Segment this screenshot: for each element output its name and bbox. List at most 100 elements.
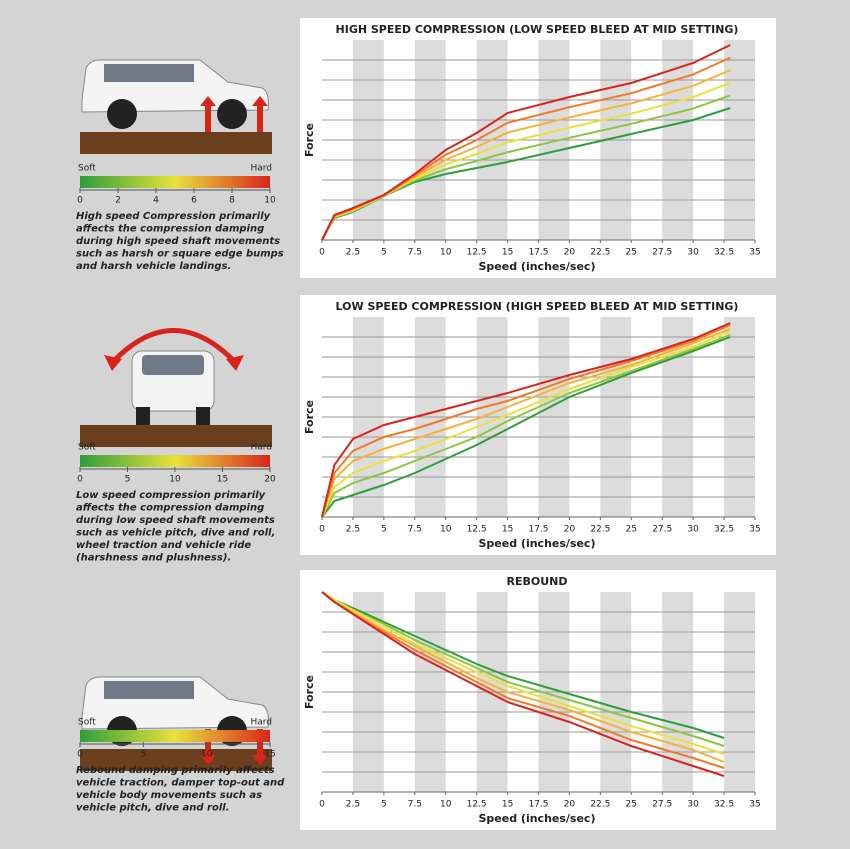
x-axis-label: Speed (inches/sec) bbox=[479, 260, 596, 273]
scale-label: 20 bbox=[264, 475, 276, 485]
description-line: (harshness and plushness). bbox=[76, 553, 231, 564]
x-tick-label: 7.5 bbox=[408, 248, 422, 258]
description-line: Low speed compression primarily bbox=[76, 490, 266, 501]
scale-label: 0 bbox=[77, 750, 83, 760]
ground bbox=[80, 132, 272, 154]
description-line: wheel traction and vehicle ride bbox=[76, 540, 251, 551]
stiffness-gradient bbox=[80, 730, 270, 742]
x-tick-label: 32.5 bbox=[714, 525, 734, 535]
data-line bbox=[321, 328, 731, 518]
scale-label: 10 bbox=[201, 750, 213, 760]
y-axis-label: Force bbox=[303, 675, 316, 709]
car-illustration bbox=[80, 59, 272, 154]
y-axis-label: Force bbox=[303, 400, 316, 434]
ground bbox=[80, 425, 272, 447]
x-tick-label: 2.5 bbox=[346, 525, 360, 535]
force-arrow bbox=[200, 729, 216, 765]
scale-label: 10 bbox=[169, 475, 181, 485]
description-line: and harsh vehicle landings. bbox=[76, 261, 231, 272]
x-tick-label: 35 bbox=[749, 525, 760, 535]
x-tick-label: 32.5 bbox=[714, 248, 734, 258]
car-illustration bbox=[80, 676, 272, 771]
wheel bbox=[136, 407, 150, 425]
x-tick-label: 5 bbox=[381, 248, 387, 258]
x-tick-label: 15 bbox=[502, 800, 513, 810]
description-line: High speed Compression primarily bbox=[76, 211, 271, 222]
force-arrow bbox=[252, 96, 268, 132]
x-tick-label: 2.5 bbox=[346, 800, 360, 810]
scale-label: 10 bbox=[264, 196, 276, 206]
x-tick-label: 22.5 bbox=[590, 525, 610, 535]
data-line bbox=[321, 330, 731, 518]
x-tick-label: 0 bbox=[319, 525, 325, 535]
x-tick-label: 12.5 bbox=[467, 248, 487, 258]
data-line bbox=[321, 334, 731, 518]
x-tick-label: 20 bbox=[564, 800, 576, 810]
stiffness-gradient bbox=[80, 455, 270, 467]
data-line bbox=[321, 322, 731, 518]
car-window bbox=[104, 64, 194, 82]
wheel bbox=[107, 99, 137, 129]
x-tick-label: 17.5 bbox=[528, 248, 548, 258]
scale-label: 0 bbox=[77, 196, 83, 206]
x-tick-label: 25 bbox=[626, 525, 637, 535]
wheel bbox=[196, 407, 210, 425]
x-tick-label: 15 bbox=[502, 248, 513, 258]
x-tick-label: 17.5 bbox=[528, 525, 548, 535]
data-line bbox=[321, 591, 725, 763]
x-tick-label: 7.5 bbox=[408, 800, 422, 810]
description-line: during high speed shaft movements bbox=[76, 236, 280, 247]
soft-label: Soft bbox=[78, 718, 96, 728]
scale-label: 15 bbox=[217, 475, 228, 485]
x-tick-label: 0 bbox=[319, 248, 325, 258]
wheel bbox=[217, 99, 247, 129]
x-axis-label: Speed (inches/sec) bbox=[479, 537, 596, 550]
x-tick-label: 27.5 bbox=[652, 800, 672, 810]
data-line bbox=[321, 44, 731, 241]
x-tick-label: 10 bbox=[440, 248, 452, 258]
x-tick-label: 35 bbox=[749, 800, 760, 810]
x-tick-label: 35 bbox=[749, 248, 760, 258]
x-tick-label: 25 bbox=[626, 800, 637, 810]
x-tick-label: 30 bbox=[687, 800, 699, 810]
scale-label: 2 bbox=[115, 196, 121, 206]
x-tick-label: 22.5 bbox=[590, 248, 610, 258]
hard-label: Hard bbox=[250, 164, 272, 174]
stiffness-gradient bbox=[80, 176, 270, 188]
force-arrow bbox=[200, 96, 216, 132]
x-tick-label: 10 bbox=[440, 800, 452, 810]
soft-label: Soft bbox=[78, 443, 96, 453]
car-window bbox=[142, 355, 204, 375]
chart-title: HIGH SPEED COMPRESSION (LOW SPEED BLEED … bbox=[336, 23, 739, 36]
scale-label: 6 bbox=[191, 196, 197, 206]
x-tick-label: 5 bbox=[381, 800, 387, 810]
force-arrow bbox=[252, 729, 268, 765]
data-line bbox=[321, 591, 725, 739]
x-tick-label: 17.5 bbox=[528, 800, 548, 810]
description-line: vehicle pitch, dive and roll. bbox=[76, 803, 230, 814]
scale-label: 5 bbox=[140, 750, 146, 760]
scale-label: 15 bbox=[264, 750, 275, 760]
data-line bbox=[321, 591, 725, 755]
description-line: vehicle traction, damper top-out and bbox=[76, 778, 285, 789]
x-tick-label: 12.5 bbox=[467, 525, 487, 535]
description-line: during low speed shaft movements bbox=[76, 515, 275, 526]
x-tick-label: 10 bbox=[440, 525, 452, 535]
x-tick-label: 20 bbox=[564, 525, 576, 535]
scale-label: 8 bbox=[229, 196, 235, 206]
x-tick-label: 22.5 bbox=[590, 800, 610, 810]
x-tick-label: 30 bbox=[687, 248, 699, 258]
car-window bbox=[104, 681, 194, 699]
x-tick-label: 27.5 bbox=[652, 525, 672, 535]
data-line bbox=[321, 336, 731, 518]
x-axis-label: Speed (inches/sec) bbox=[479, 812, 596, 825]
chart-title: REBOUND bbox=[507, 575, 568, 588]
chart-title: LOW SPEED COMPRESSION (HIGH SPEED BLEED … bbox=[336, 300, 739, 313]
y-axis-label: Force bbox=[303, 123, 316, 157]
scale-label: 4 bbox=[153, 196, 159, 206]
description-line: such as harsh or square edge bumps bbox=[76, 249, 284, 260]
description-line: such as vehicle pitch, dive and roll, bbox=[76, 528, 275, 539]
x-tick-label: 5 bbox=[381, 525, 387, 535]
